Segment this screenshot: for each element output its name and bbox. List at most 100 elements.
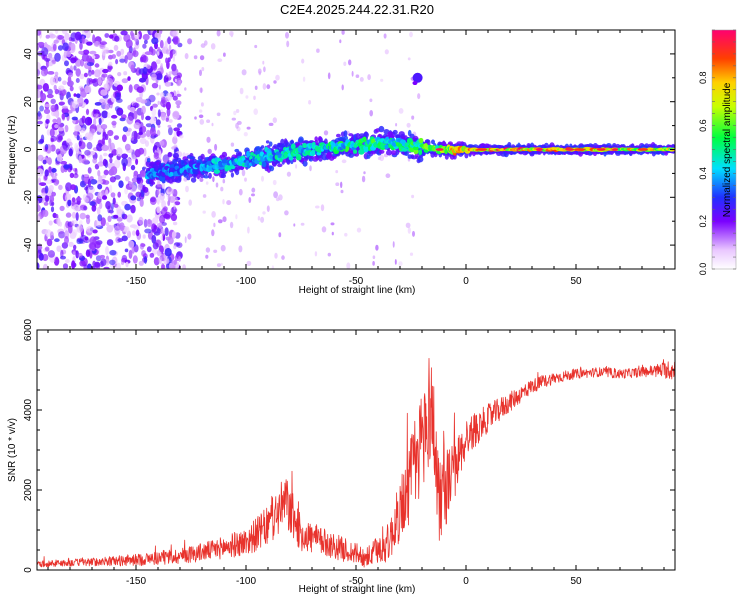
spectrogram-noise-cell [71, 260, 76, 269]
spectrogram-noise-cell [101, 110, 109, 119]
spectrogram-noise-cell [398, 261, 403, 267]
spectrogram-noise-cell [96, 206, 101, 215]
spectrogram-noise-cell [245, 95, 249, 99]
spectrogram-noise-cell [104, 105, 110, 110]
spectrogram-ridge-halo [146, 158, 151, 163]
spectrogram-noise-cell [114, 175, 121, 180]
snr-xtick-label: -150 [126, 576, 146, 587]
spectrogram-noise-cell [244, 177, 247, 182]
spectrogram-noise-cell [138, 147, 145, 155]
spectrogram-noise-cell [43, 108, 51, 115]
spectrogram-noise-cell [115, 58, 119, 65]
spectrogram-noise-cell [103, 152, 108, 157]
spectrogram-noise-cell [251, 193, 255, 197]
spectrogram-ridge-halo [431, 139, 435, 145]
spectrogram-noise-cell [38, 253, 44, 261]
spectrogram-ridge-halo [190, 177, 197, 183]
spectrogram-noise-cell [37, 30, 42, 36]
spectrogram-noise-cell [155, 59, 161, 65]
spectrogram-noise-cell [50, 231, 54, 240]
spectrogram-noise-cell [284, 210, 289, 216]
spectrogram-noise-cell [156, 184, 162, 188]
colorbar-ticks: 0.0 0.2 0.4 0.6 0.8 [698, 29, 736, 275]
spectrogram-noise-cell [59, 205, 65, 212]
spectrogram-noise-cell [149, 252, 155, 258]
spectrogram-noise-cell [155, 119, 161, 126]
spectrogram-noise-cell [131, 177, 138, 183]
spectrogram-noise-cell [172, 221, 178, 226]
spectrogram-noise-cell [327, 252, 331, 257]
spectrogram-noise-cell [172, 95, 178, 101]
spectrogram-noise-cell [272, 117, 277, 124]
spectrogram-noise-cell [37, 243, 42, 250]
spectrogram-noise-cell [61, 107, 69, 115]
spectrogram-noise-cell [76, 93, 81, 98]
spectrogram-peak-cell [536, 148, 543, 151]
spectrogram-noise-cell [166, 258, 170, 264]
spectrogram-noise-cell [62, 263, 69, 269]
spectrogram-noise-cell [56, 245, 62, 252]
spectrogram-noise-cell [63, 50, 68, 59]
spectrogram-ridge-halo [265, 140, 270, 144]
spectrogram-noise-cell [54, 71, 59, 77]
spectrogram-ridge-halo [298, 136, 304, 143]
spectrogram-noise-cell [73, 244, 77, 250]
spectrogram-noise-cell [55, 148, 61, 155]
spectrogram-noise-cell [37, 110, 41, 117]
spectrogram-ridge-halo [150, 181, 156, 185]
spectrogram-noise-cell [99, 254, 106, 259]
spectrogram-ridge-core [296, 156, 302, 161]
spectrogram-noise-cell [102, 180, 110, 185]
spectrogram-peak-cell [612, 148, 619, 151]
spectrogram-noise-cell [55, 179, 60, 185]
spectrogram-noise-cell [394, 259, 397, 265]
spectrogram-noise-cell [97, 161, 105, 167]
colorbar-tick-label: 0.4 [698, 167, 708, 180]
spectrogram-noise-cell [158, 222, 163, 229]
spectrogram-noise-cell [72, 204, 81, 212]
spectrogram-noise-cell [213, 249, 218, 253]
spectrogram-noise-cell [230, 142, 235, 147]
spectrogram-noise-cell [395, 123, 398, 127]
spectrogram-ridge-core [345, 145, 350, 151]
spectrogram-noise-cell [147, 218, 151, 225]
spectrogram-noise-cell [126, 127, 132, 132]
spectrogram-peak-cell [596, 148, 606, 151]
spectrogram-noise-cell [54, 172, 58, 177]
spectrogram-ridge-halo [167, 177, 174, 184]
spectrogram-noise-cell [101, 144, 109, 152]
spectrogram-noise-cell [97, 214, 103, 222]
spectrogram-noise-cell [125, 39, 133, 49]
spectrogram-noise-cell [92, 34, 96, 44]
spectrogram-noise-cell [86, 77, 91, 87]
spectrogram-noise-cell [44, 103, 52, 108]
spectrogram-noise-cell [266, 84, 271, 90]
spectrogram-noise-cell [369, 110, 374, 117]
spectrogram-noise-cell [42, 54, 48, 60]
spectrogram-ridge-core [261, 161, 267, 168]
spectrogram-noise-cell [254, 44, 258, 49]
spectrogram-noise-cell [261, 175, 264, 182]
spectrogram-noise-cell [343, 61, 347, 66]
spectrogram-noise-cell [341, 30, 345, 35]
spectrogram-noise-cell [55, 160, 61, 166]
spectrogram-noise-cell [206, 136, 211, 143]
spectrogram-noise-cell [206, 119, 211, 123]
spectrogram-xlabel: Height of straight line (km) [299, 285, 416, 296]
spectrogram-noise-cell [50, 104, 57, 113]
spectrogram-noise-cell [113, 91, 117, 98]
spectrogram-noise-cell [278, 232, 282, 238]
snr-series-line [37, 357, 675, 568]
spectrogram-noise-cell [62, 42, 69, 51]
spectrogram-noise-cell [58, 124, 63, 128]
spectrogram-ridge-halo [200, 153, 205, 160]
spectrogram-noise-cell [409, 252, 414, 256]
spectrogram-noise-cell [42, 159, 47, 165]
spectrogram-noise-cell [340, 189, 344, 194]
spectrogram-noise-cell [178, 79, 182, 86]
spectrogram-noise-cell [94, 102, 102, 106]
spectrogram-noise-cell [97, 170, 101, 177]
snr-ytick-label: 0 [23, 567, 34, 573]
snr-xlabel: Height of straight line (km) [299, 584, 416, 595]
spectrogram-noise-cell [74, 168, 78, 175]
